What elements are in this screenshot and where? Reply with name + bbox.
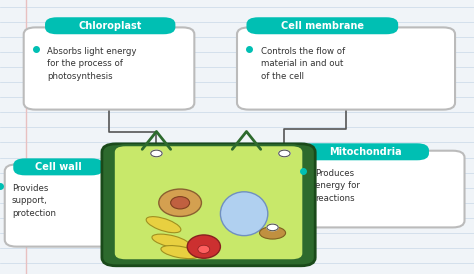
- FancyBboxPatch shape: [45, 17, 175, 34]
- Ellipse shape: [220, 192, 268, 236]
- Ellipse shape: [259, 227, 285, 239]
- Ellipse shape: [159, 189, 201, 216]
- Text: Mitochondria: Mitochondria: [328, 147, 401, 157]
- Ellipse shape: [198, 245, 210, 253]
- Circle shape: [279, 150, 290, 157]
- Ellipse shape: [152, 234, 189, 248]
- Text: Cell membrane: Cell membrane: [281, 21, 364, 31]
- Text: Cell wall: Cell wall: [35, 162, 82, 172]
- FancyBboxPatch shape: [301, 143, 429, 160]
- FancyBboxPatch shape: [289, 151, 465, 227]
- Ellipse shape: [187, 235, 220, 258]
- Circle shape: [267, 224, 278, 231]
- Ellipse shape: [171, 197, 190, 209]
- FancyBboxPatch shape: [237, 27, 455, 110]
- Text: Controls the flow of
material in and out
of the cell: Controls the flow of material in and out…: [261, 47, 345, 81]
- FancyBboxPatch shape: [114, 145, 303, 260]
- FancyBboxPatch shape: [24, 27, 194, 110]
- Ellipse shape: [161, 246, 200, 259]
- FancyBboxPatch shape: [246, 17, 398, 34]
- Text: Absorbs light energy
for the process of
photosynthesis: Absorbs light energy for the process of …: [47, 47, 137, 81]
- FancyBboxPatch shape: [102, 144, 315, 266]
- Text: Produces
energy for
reactions: Produces energy for reactions: [315, 169, 360, 202]
- FancyBboxPatch shape: [13, 158, 103, 175]
- Text: Provides
support,
protection: Provides support, protection: [12, 184, 56, 218]
- Circle shape: [151, 150, 162, 157]
- Ellipse shape: [146, 217, 181, 233]
- FancyBboxPatch shape: [5, 164, 142, 247]
- Text: Chloroplast: Chloroplast: [79, 21, 142, 31]
